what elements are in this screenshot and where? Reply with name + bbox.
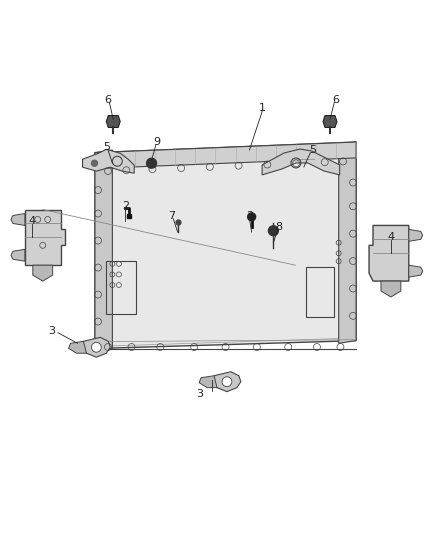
Text: 6: 6 bbox=[105, 95, 112, 104]
Text: 6: 6 bbox=[332, 95, 339, 104]
Polygon shape bbox=[25, 209, 64, 265]
Text: 2: 2 bbox=[246, 211, 253, 221]
Polygon shape bbox=[323, 116, 337, 127]
Polygon shape bbox=[95, 142, 356, 349]
Polygon shape bbox=[81, 337, 110, 357]
Circle shape bbox=[247, 213, 256, 221]
Text: 4: 4 bbox=[28, 216, 35, 227]
Text: 5: 5 bbox=[103, 142, 110, 152]
Polygon shape bbox=[211, 372, 241, 392]
Text: 7: 7 bbox=[169, 211, 176, 221]
Polygon shape bbox=[381, 281, 401, 297]
Polygon shape bbox=[33, 265, 53, 281]
Text: 5: 5 bbox=[309, 145, 316, 155]
Text: 9: 9 bbox=[154, 137, 161, 147]
Polygon shape bbox=[95, 150, 113, 349]
Polygon shape bbox=[11, 214, 25, 225]
Polygon shape bbox=[369, 225, 409, 281]
Polygon shape bbox=[82, 149, 134, 173]
Circle shape bbox=[147, 158, 156, 168]
Circle shape bbox=[268, 226, 279, 236]
Polygon shape bbox=[11, 249, 25, 261]
Circle shape bbox=[92, 160, 98, 166]
Text: 3: 3 bbox=[196, 389, 203, 399]
Text: 2: 2 bbox=[122, 200, 129, 211]
Polygon shape bbox=[409, 229, 423, 241]
Polygon shape bbox=[199, 376, 217, 387]
Polygon shape bbox=[95, 142, 356, 168]
Bar bbox=[106, 261, 136, 314]
Text: 1: 1 bbox=[259, 103, 266, 112]
Polygon shape bbox=[262, 149, 339, 175]
Polygon shape bbox=[409, 265, 423, 277]
Text: 8: 8 bbox=[276, 222, 283, 232]
Text: 4: 4 bbox=[387, 232, 395, 243]
Polygon shape bbox=[339, 142, 356, 343]
Circle shape bbox=[222, 377, 232, 386]
Polygon shape bbox=[69, 341, 86, 353]
Bar bbox=[306, 266, 334, 317]
Polygon shape bbox=[106, 116, 120, 127]
Text: 3: 3 bbox=[48, 326, 55, 336]
Circle shape bbox=[92, 342, 101, 352]
